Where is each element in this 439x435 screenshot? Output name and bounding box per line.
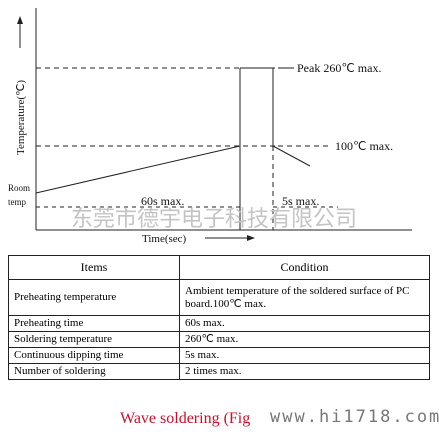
- profile-diagram: 东莞市德宇电子科技有限公司 Temperature(℃) Peak 260℃ m…: [8, 8, 412, 245]
- room-label: temp: [8, 197, 26, 207]
- time-label: 5s max.: [282, 194, 319, 208]
- preheat-label: 100℃ max.: [335, 139, 393, 153]
- cell: Preheating temperature: [8, 279, 180, 316]
- header-cell: Condition: [179, 255, 430, 280]
- cell: Soldering temperature: [8, 331, 180, 348]
- time-label: 60s max.: [141, 194, 184, 208]
- cell: 60s max.: [179, 315, 430, 332]
- site-watermark: www.hi1718.com: [270, 407, 439, 427]
- peak-label: Peak 260℃ max.: [297, 61, 381, 75]
- cell: 260℃ max.: [179, 331, 430, 348]
- y-axis-label: Temperature(℃): [15, 80, 27, 155]
- x-axis-label: Time(sec): [142, 233, 187, 245]
- cell: 5s max.: [179, 347, 430, 364]
- cell: Ambient temperature of the soldered surf…: [179, 279, 430, 316]
- cell: 2 times max.: [179, 363, 430, 380]
- caption: Wave soldering (Fig: [120, 410, 251, 427]
- room-label: Room: [8, 183, 30, 193]
- header-cell: Items: [8, 255, 180, 280]
- conditions-table: Items Condition Preheating temperature Amb…: [8, 255, 430, 380]
- watermark: 东莞市德宇电子科技有限公司: [71, 206, 357, 231]
- cell: Preheating time: [8, 315, 180, 332]
- cell: Number of soldering: [8, 363, 180, 380]
- cell: Continuous dipping time: [8, 347, 180, 364]
